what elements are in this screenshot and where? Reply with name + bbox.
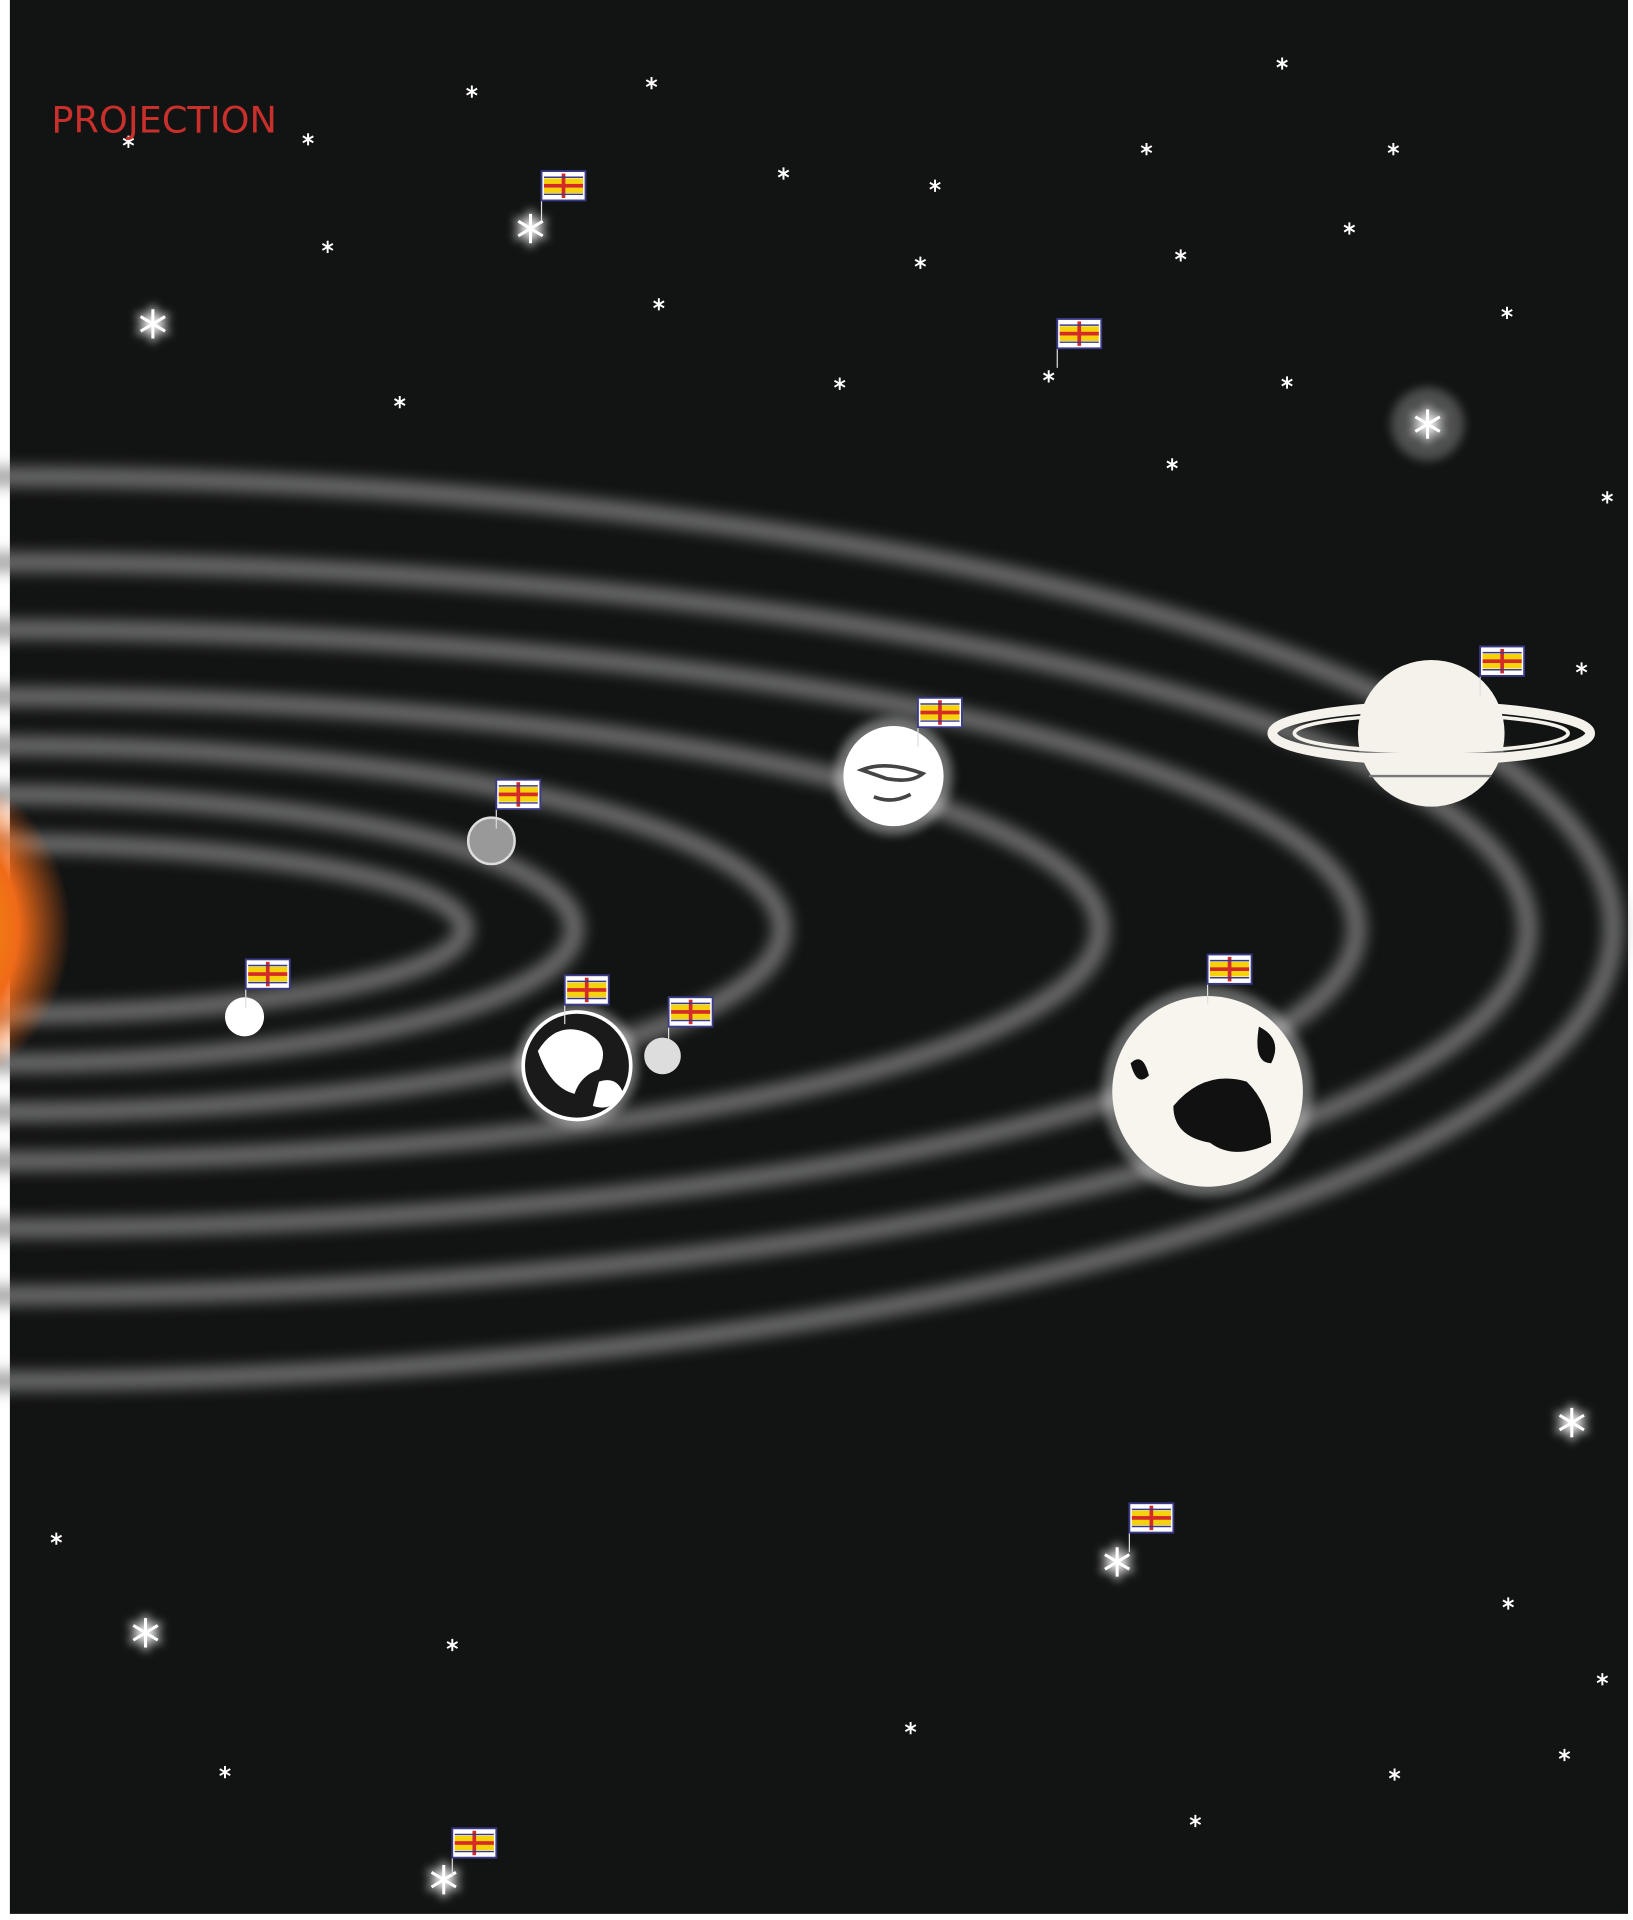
page: Projection {"title": "PROJECTION"} html,… — [0, 0, 1633, 1920]
title: PROJECTION — [51, 99, 276, 142]
bright-star-glow — [1391, 387, 1464, 460]
body: PROJECTION (() => { const data = JSON.pa… — [0, 0, 1633, 1920]
scene: PROJECTION — [0, 0, 1633, 1920]
mercury — [225, 997, 264, 1036]
saturn — [1358, 660, 1505, 807]
venus — [468, 818, 514, 864]
moon — [644, 1038, 681, 1075]
space-background — [10, 0, 1628, 1914]
mars — [843, 726, 943, 826]
